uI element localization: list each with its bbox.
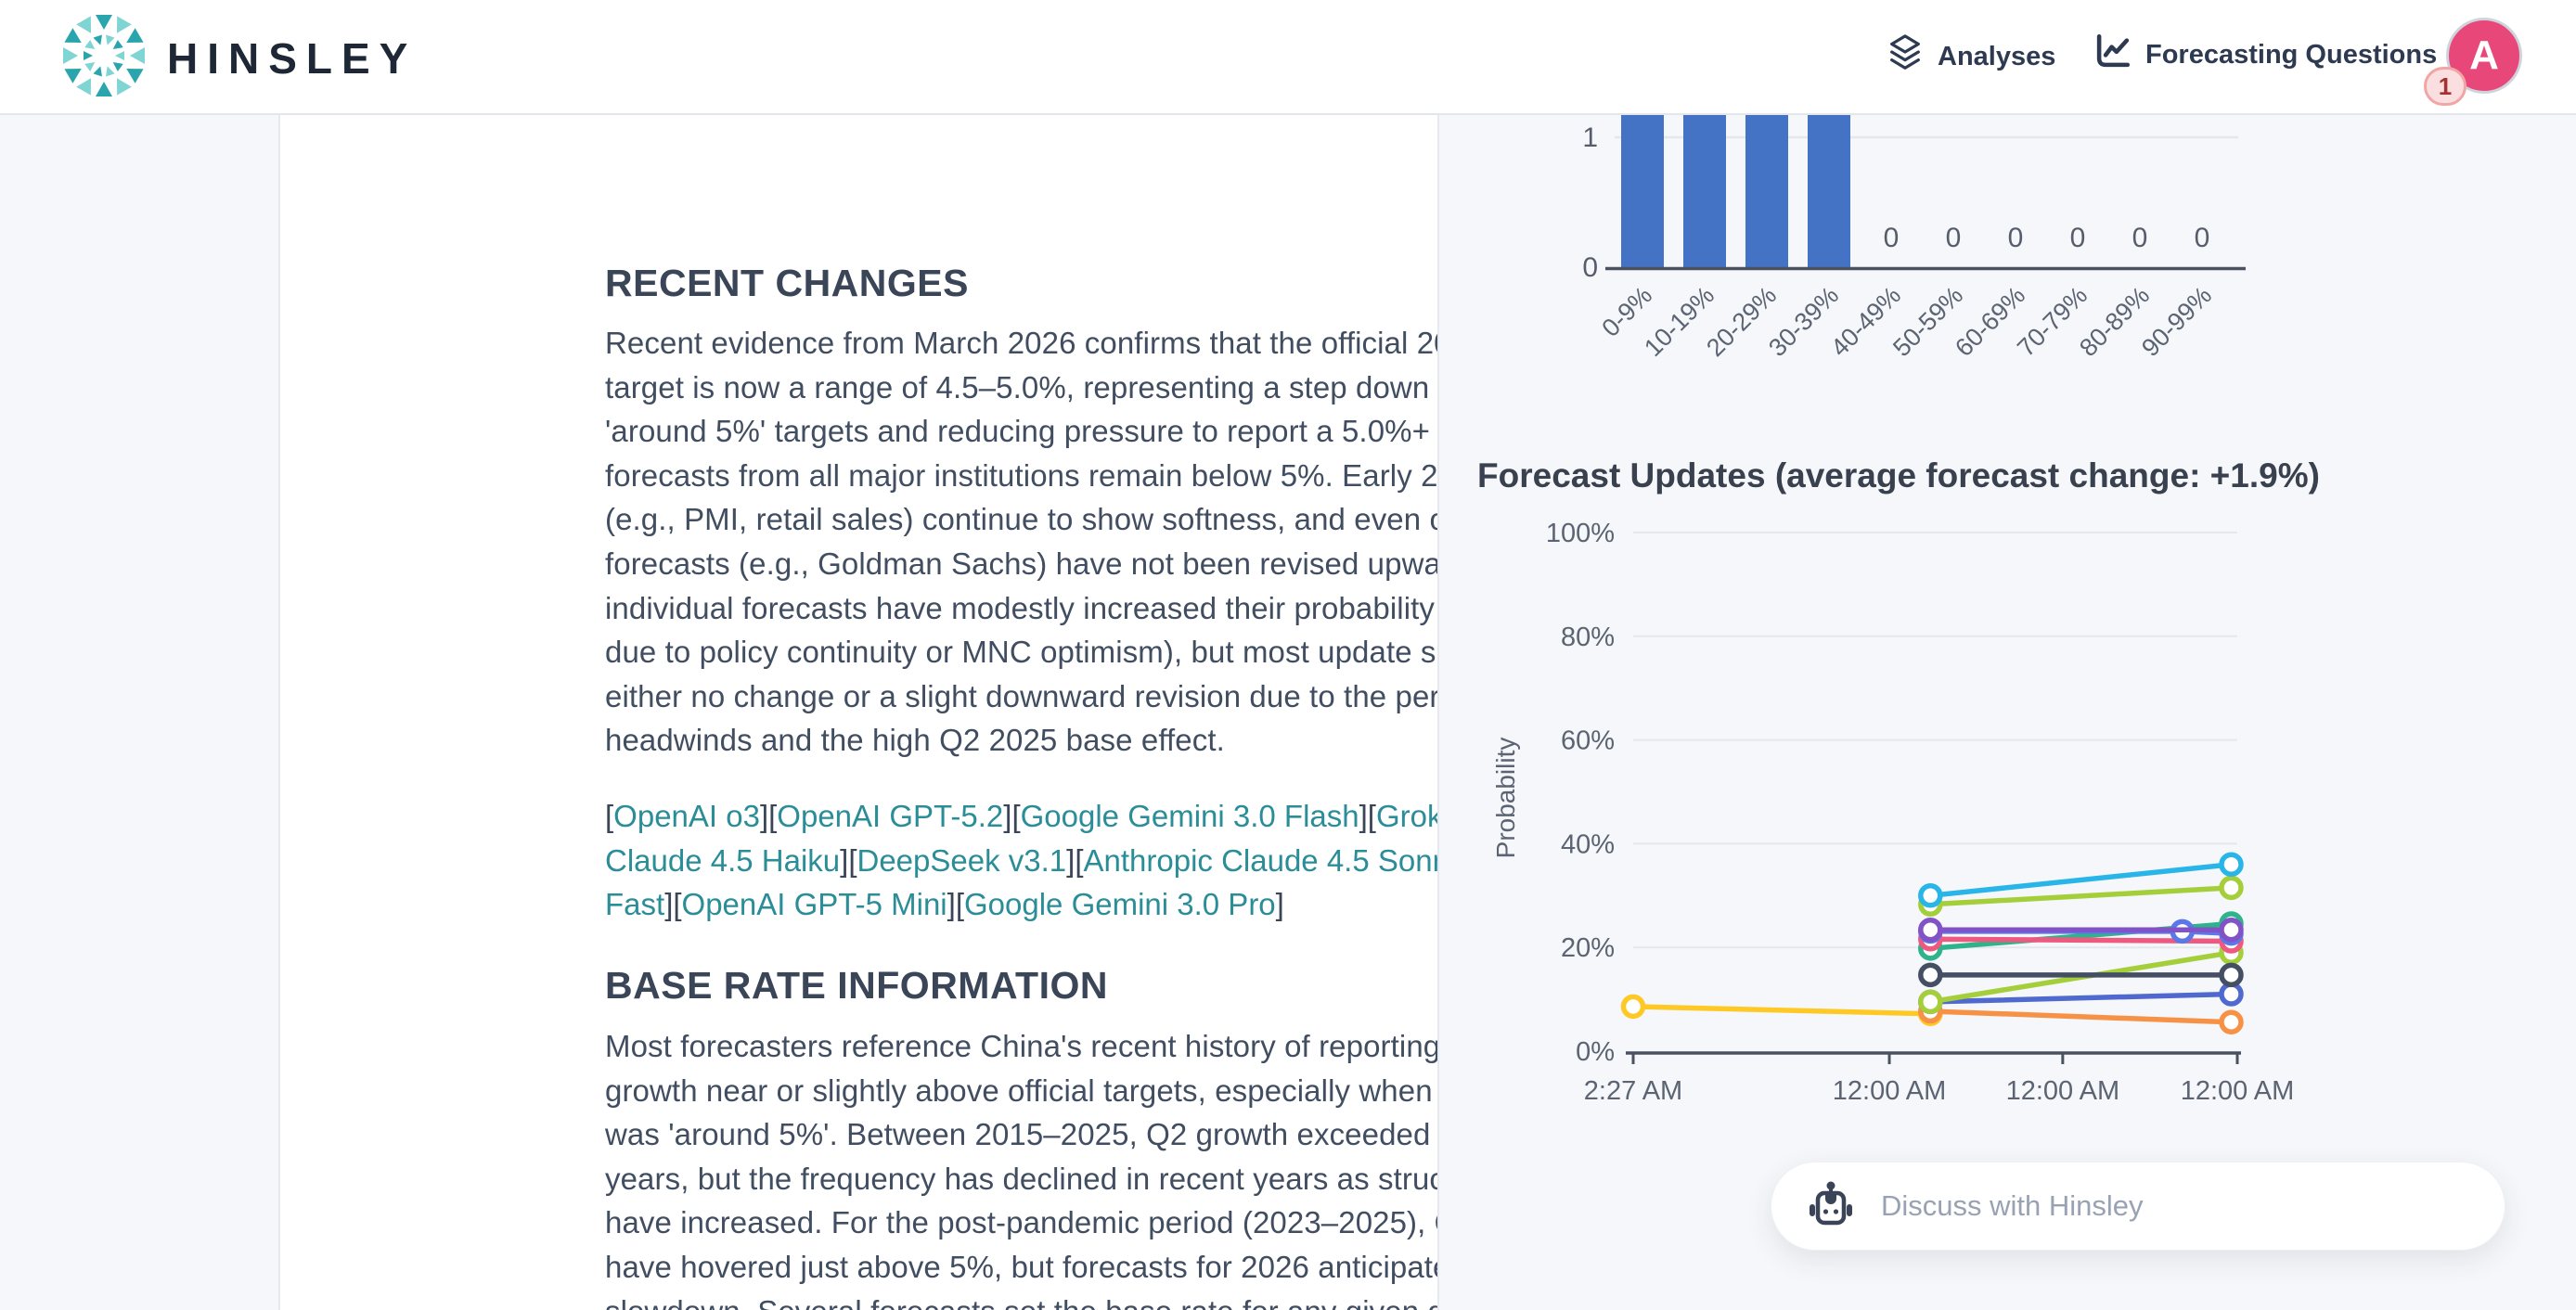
svg-text:0: 0 [2070,223,2086,253]
svg-text:2:27 AM: 2:27 AM [1584,1076,1682,1106]
model-link[interactable]: DeepSeek v3.1 [857,842,1067,878]
model-link-bracket: [Google Gemini 3.0 Pro] [955,887,1284,922]
recent-changes-heading: RECENT CHANGES [605,262,969,304]
model-link[interactable]: Grok 4.1 Fast [605,887,665,922]
probability-histogram: 0-9%10-19%20-29%30-39%040-49%050-59%060-… [1582,115,2246,362]
svg-text:12:00 AM: 12:00 AM [2181,1076,2295,1106]
svg-text:0: 0 [1582,252,1598,283]
model-link[interactable]: Anthropic Claude 4.5 Sonnet [1083,842,1439,878]
forecast-yellow [1630,1004,1934,1017]
forecast-lime [1927,885,2235,907]
svg-text:40%: 40% [1561,829,1615,859]
layers-icon [1886,32,1925,82]
svg-text:0%: 0% [1576,1037,1615,1067]
brand-name: HINSLEY [167,33,418,83]
recent-changes-paragraph: Recent evidence from March 2026 confirms… [605,326,1439,758]
chat-input[interactable]: Discuss with Hinsley [1771,1162,2505,1251]
avatar-initial: A [2469,32,2499,78]
svg-text:60%: 60% [1561,726,1615,756]
model-link[interactable]: Grok 4 [1375,799,1439,833]
chat-placeholder: Discuss with Hinsley [1881,1189,2144,1222]
forecast-updates-chart: 0% 20% 40% 60% 80% 100% 2:27 AM 12:00 AM 12:00 A… [1491,519,2295,1106]
hinsley-logo-icon [58,9,150,107]
model-link-bracket: [OpenAI o3] [605,799,769,833]
analysis-article-card: RECENT CHANGES Recent evidence from Marc… [278,115,1439,1310]
model-link-bracket: [OpenAI GPT-5 Mini] [673,887,956,922]
svg-text:0: 0 [2195,223,2210,253]
top-navbar: HINSLEY Analyses Forecasting Questions [0,0,2576,115]
forecast-updates-title: Forecast Updates (average forecast chang… [1477,456,2320,494]
svg-text:0: 0 [2132,223,2148,253]
nav-item-analyses[interactable]: Analyses [1886,32,2055,82]
model-link-bracket: [Google Gemini 3.0 Flash] [1011,799,1368,833]
svg-text:1: 1 [1582,122,1598,153]
robot-icon [1807,1180,1855,1232]
model-link[interactable]: OpenAI GPT-5 Mini [681,887,947,922]
svg-text:12:00 AM: 12:00 AM [1833,1076,1947,1106]
svg-text:12:00 AM: 12:00 AM [2006,1076,2120,1106]
model-link[interactable]: OpenAI o3 [613,799,760,833]
model-links: [OpenAI o3][OpenAI GPT-5.2][Google Gemin… [605,794,1439,927]
svg-text:100%: 100% [1546,519,1615,548]
svg-text:0: 0 [1884,223,1900,253]
model-link-bracket: [Anthropic Claude 4.5 Haiku] [605,799,1437,878]
charts-panel [1441,115,2576,1310]
model-link-bracket: [DeepSeek v3.1] [848,842,1075,878]
model-link-bracket: [Anthropic Claude 4.5 Sonnet] [1075,842,1439,878]
model-link-bracket: [Grok 4.1 Fast] [605,843,1437,922]
model-link-bracket: [Grok 4] [1368,799,1439,833]
forecast-orange [1927,1008,2235,1025]
forecast-royal-blue [1927,991,2235,1005]
nav-item-label: Forecasting Questions [2145,39,2438,70]
line-chart-icon [2093,32,2132,78]
svg-text:0: 0 [2008,223,2024,253]
notification-badge: 1 [2424,67,2467,106]
base-rate-paragraph: Most forecasters reference China's recen… [605,1029,1439,1310]
svg-text:20%: 20% [1561,933,1615,963]
model-link[interactable]: Anthropic Claude 4.5 Haiku [605,842,841,878]
model-link[interactable]: OpenAI GPT-5.2 [777,799,1004,833]
svg-text:0: 0 [1946,223,1962,253]
nav-item-label: Analyses [1938,41,2056,71]
svg-text:80%: 80% [1561,623,1615,652]
base-rate-heading: BASE RATE INFORMATION [605,964,1108,1007]
brand[interactable]: HINSLEY [58,9,417,107]
nav-item-forecasting-questions[interactable]: Forecasting Questions [2093,32,2437,78]
model-link[interactable]: Google Gemini 3.0 Pro [963,887,1276,922]
forecast-cyan [1927,862,2235,899]
svg-text:90-99%: 90-99% [2136,281,2217,362]
model-link-bracket: [OpenAI GPT-5.2] [768,799,1012,833]
model-link[interactable]: Google Gemini 3.0 Flash [1020,799,1359,833]
svg-text:Probability: Probability [1491,738,1520,859]
